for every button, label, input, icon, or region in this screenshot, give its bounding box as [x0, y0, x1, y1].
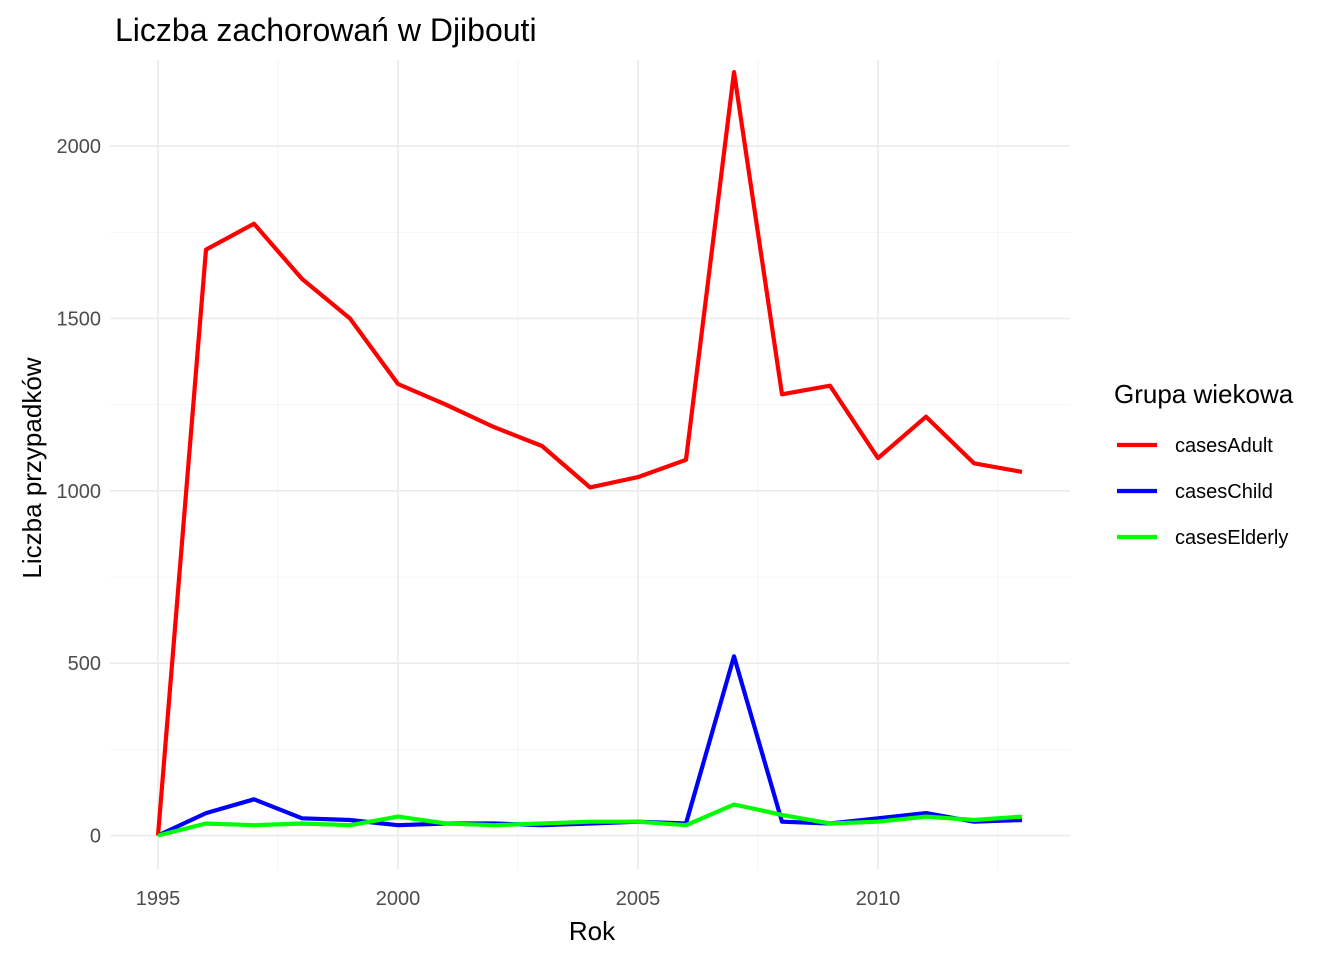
x-axis-ticks: 1995 2000 2005 2010	[136, 888, 901, 910]
y-tick-label: 0	[90, 826, 101, 848]
x-tick-label: 1995	[136, 888, 181, 910]
chart-title: Liczba zachorowań w Djibouti	[115, 12, 537, 48]
legend-title: Grupa wiekowa	[1114, 379, 1294, 409]
y-tick-label: 500	[68, 653, 101, 675]
series-line-casesAdult	[155, 69, 1023, 836]
legend: Grupa wiekowa casesAdult casesChild casesE…	[1114, 379, 1294, 549]
y-axis-title: Liczba przypadków	[17, 357, 47, 578]
x-tick-label: 2005	[616, 888, 661, 910]
x-tick-label: 2010	[856, 888, 901, 910]
y-axis-ticks: 0 500 1000 1500 2000	[57, 136, 102, 847]
series-line-casesElderly	[157, 802, 1023, 838]
legend-label: casesAdult	[1175, 435, 1273, 457]
x-axis-title: Rok	[569, 916, 616, 946]
legend-label: casesChild	[1175, 481, 1273, 503]
grid	[110, 60, 1070, 870]
series-line-casesChild	[157, 654, 1023, 838]
x-tick-label: 2000	[376, 888, 421, 910]
y-tick-label: 1500	[57, 309, 102, 331]
y-tick-label: 2000	[57, 136, 102, 158]
y-tick-label: 1000	[57, 481, 102, 503]
legend-label: casesElderly	[1175, 527, 1288, 549]
series-lines	[155, 69, 1023, 838]
